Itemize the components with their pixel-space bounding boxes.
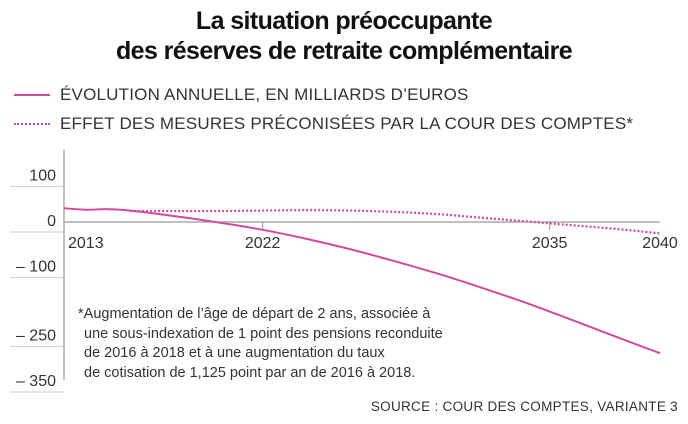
legend-dotted-line-swatch — [14, 123, 50, 125]
series-line-annual — [63, 207, 661, 355]
footnote: *Augmentation de l’âge de départ de 2 an… — [78, 305, 518, 383]
footnote-line-4: de cotisation de 1,125 point par an de 2… — [84, 364, 416, 381]
footnote-line-3: de 2016 à 2018 et à une augmentation du … — [84, 345, 385, 361]
y-tick-label: – 250 — [16, 327, 56, 344]
legend-item-annual: ÉVOLUTION ANNUELLE, EN MILLIARDS D’EUROS — [14, 84, 469, 106]
series-line-measures — [130, 208, 661, 235]
y-tick-label: – 350 — [16, 373, 56, 390]
x-tick-label: 2040 — [642, 235, 678, 252]
chart-title-line-2: des réserves de retraite complémentaire — [115, 37, 573, 65]
y-tick-label: 0 — [47, 213, 56, 230]
x-tick-label: 2022 — [245, 235, 281, 252]
x-tick-label: 2013 — [68, 235, 104, 252]
legend-item-measures: EFFET DES MESURES PRÉCONISÉES PAR LA COU… — [14, 113, 633, 135]
x-tick-label: 2035 — [532, 235, 568, 252]
chart-title-line-1: La situation préoccupante — [195, 7, 493, 35]
footnote-line-1: *Augmentation de l’âge de départ de 2 an… — [78, 306, 431, 322]
footnote-line-2: une sous-indexation de 1 point des pensi… — [84, 325, 443, 342]
legend-label-measures: EFFET DES MESURES PRÉCONISÉES PAR LA COU… — [60, 114, 634, 133]
y-tick-label: 100 — [29, 167, 56, 184]
legend-label-annual: ÉVOLUTION ANNUELLE, EN MILLIARDS D’EUROS — [60, 85, 469, 104]
legend-solid-line-swatch — [14, 94, 50, 96]
y-tick-label: – 100 — [16, 259, 56, 276]
source-note: SOURCE : COUR DES COMPTES, VARIANTE 3 — [370, 399, 678, 414]
